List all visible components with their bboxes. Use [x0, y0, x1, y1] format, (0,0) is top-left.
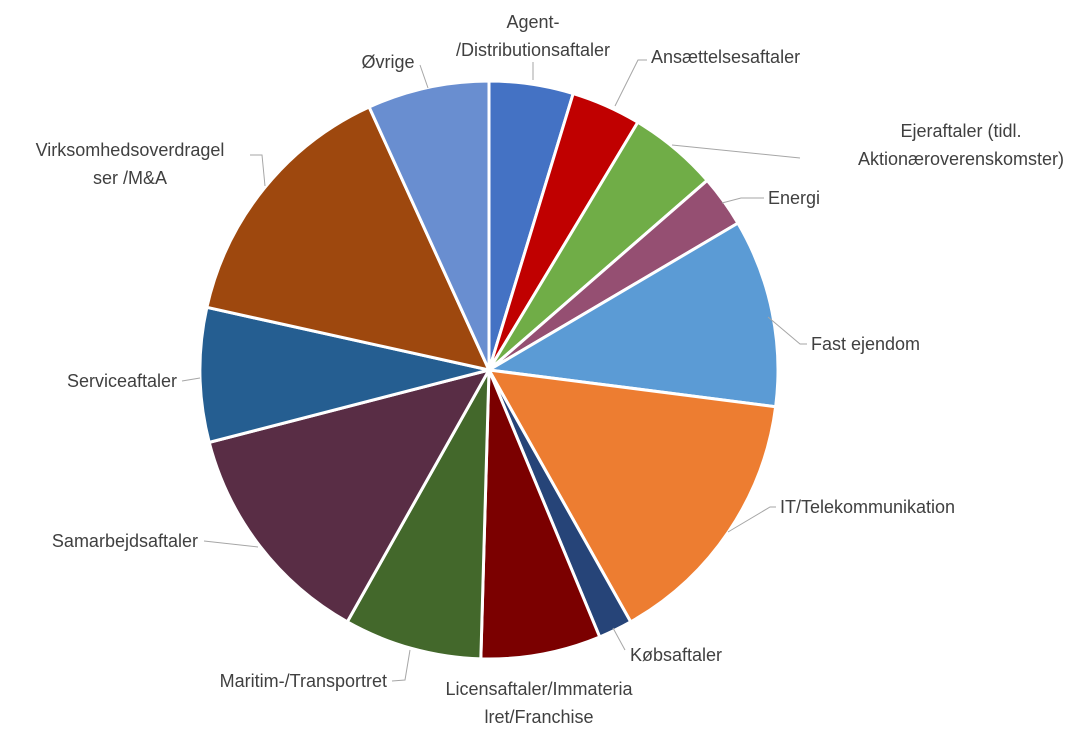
- leader-line: [203, 540, 259, 548]
- pie-slice: [207, 368, 491, 624]
- leader-line: [614, 59, 647, 107]
- pie-slice: [479, 368, 602, 661]
- slice-label: Serviceaftaler: [66, 371, 177, 391]
- leader-line: [181, 377, 201, 382]
- slice-label: Virksomhedsoverdragel ser /M&A: [35, 140, 225, 188]
- leader-line: [671, 144, 801, 159]
- leader-line: [767, 316, 807, 345]
- slice-label: Øvrige: [361, 52, 415, 72]
- slice-label: Ejeraftaler (tidl. Aktionæroverenskomste…: [857, 121, 1065, 169]
- slice-label: IT/Telekommunikation: [780, 497, 956, 517]
- leader-line: [727, 506, 776, 533]
- leader-line: [250, 154, 266, 187]
- slice-label: Agent- /Distributionsaftaler: [455, 12, 611, 60]
- leader-line: [721, 197, 764, 204]
- slice-label: Samarbejdsaftaler: [51, 531, 198, 551]
- pie-slice: [198, 305, 491, 444]
- pie-slice: [487, 221, 780, 409]
- leader-line: [391, 649, 411, 682]
- slice-label: Licensaftaler/Immateria lret/Franchise: [445, 679, 633, 727]
- slice-label: Ansættelsesaftaler: [651, 47, 801, 67]
- slice-label: Købsaftaler: [630, 645, 723, 665]
- slice-label: Fast ejendom: [811, 334, 921, 354]
- leader-line: [419, 64, 429, 89]
- pie-slice: [205, 105, 491, 372]
- leader-line: [612, 627, 626, 651]
- slice-label: Maritim-/Transportret: [219, 671, 387, 691]
- slice-label: Energi: [768, 188, 821, 208]
- pie-slice: [345, 368, 491, 661]
